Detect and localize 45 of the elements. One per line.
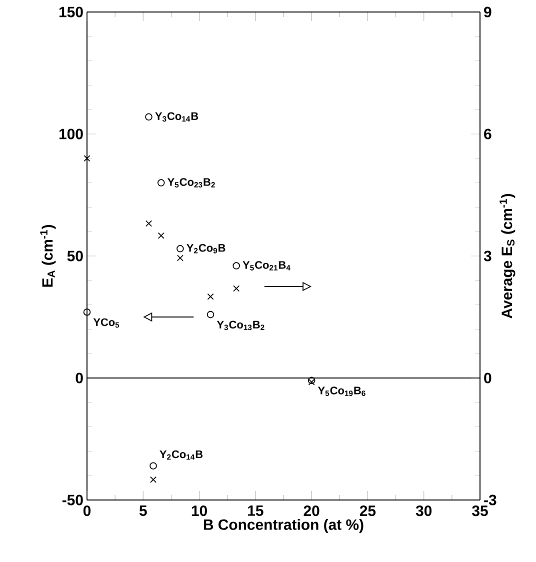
- y2-tick-label: 6: [484, 128, 492, 140]
- y2-axis-title: Average E$_{S}$ (cm$^{-1}$): [500, 194, 516, 318]
- point: [176, 254, 184, 262]
- point: [176, 245, 184, 252]
- point: [158, 232, 164, 239]
- point: [232, 262, 240, 270]
- x-tick-label: 15: [248, 506, 264, 516]
- annotation: Y$_{5}$Co$_{21}$B$_{4}$: [242, 261, 290, 270]
- x-axis-title: B Concentration (at %): [204, 518, 364, 533]
- point: [157, 179, 165, 186]
- annotation: Y$_{3}$Co$_{14}$B: [155, 112, 198, 122]
- y2-tick-label: 3: [484, 250, 492, 262]
- point: [83, 308, 91, 316]
- point: [150, 476, 157, 483]
- x-tick-label: 0: [83, 506, 91, 516]
- annotation: Y$_{5}$Co$_{23}$B$_{2}$: [167, 178, 215, 188]
- point: [84, 155, 90, 162]
- x-tick-label: 35: [472, 506, 488, 516]
- point: [145, 113, 152, 121]
- y2-tick-label: 9: [484, 6, 492, 18]
- x-tick-label: 20: [304, 506, 320, 516]
- x-tick-label: 25: [360, 506, 376, 516]
- x-tick-label: 5: [139, 506, 147, 516]
- annotation: Y$_{2}$Co$_{9}$B: [186, 244, 226, 254]
- point: [233, 285, 240, 292]
- annotation: Y$_{5}$Co$_{19}$B$_{6}$: [318, 386, 366, 396]
- point: [308, 378, 315, 386]
- y-axis-title: E$_{A}$ (cm$^{-1}$): [40, 224, 56, 287]
- y-tick-label: 50: [67, 250, 83, 262]
- y2-tick-label: 0: [484, 372, 492, 384]
- annotation: Y$_{2}$Co$_{14}$B: [160, 450, 203, 460]
- annotation: Y$_{3}$Co$_{13}$B$_{2}$: [216, 320, 264, 330]
- y-tick-label: 0: [76, 372, 83, 384]
- x-tick-label: 30: [416, 506, 432, 516]
- x-tick-label: 10: [192, 506, 207, 516]
- point: [145, 220, 152, 227]
- y-tick-label: 150: [59, 6, 83, 18]
- annotation: YCo$_{5}$: [93, 318, 120, 328]
- y2-tick-label: -3: [484, 494, 496, 506]
- point: [150, 462, 157, 470]
- point: [207, 293, 214, 300]
- y-tick-label: 100: [59, 128, 83, 140]
- point: [308, 376, 316, 384]
- y-tick-label: -50: [62, 494, 83, 506]
- point: [206, 310, 214, 318]
